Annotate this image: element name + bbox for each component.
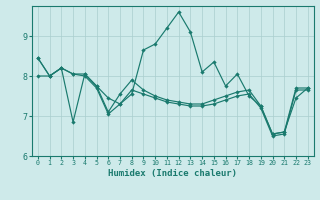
X-axis label: Humidex (Indice chaleur): Humidex (Indice chaleur): [108, 169, 237, 178]
